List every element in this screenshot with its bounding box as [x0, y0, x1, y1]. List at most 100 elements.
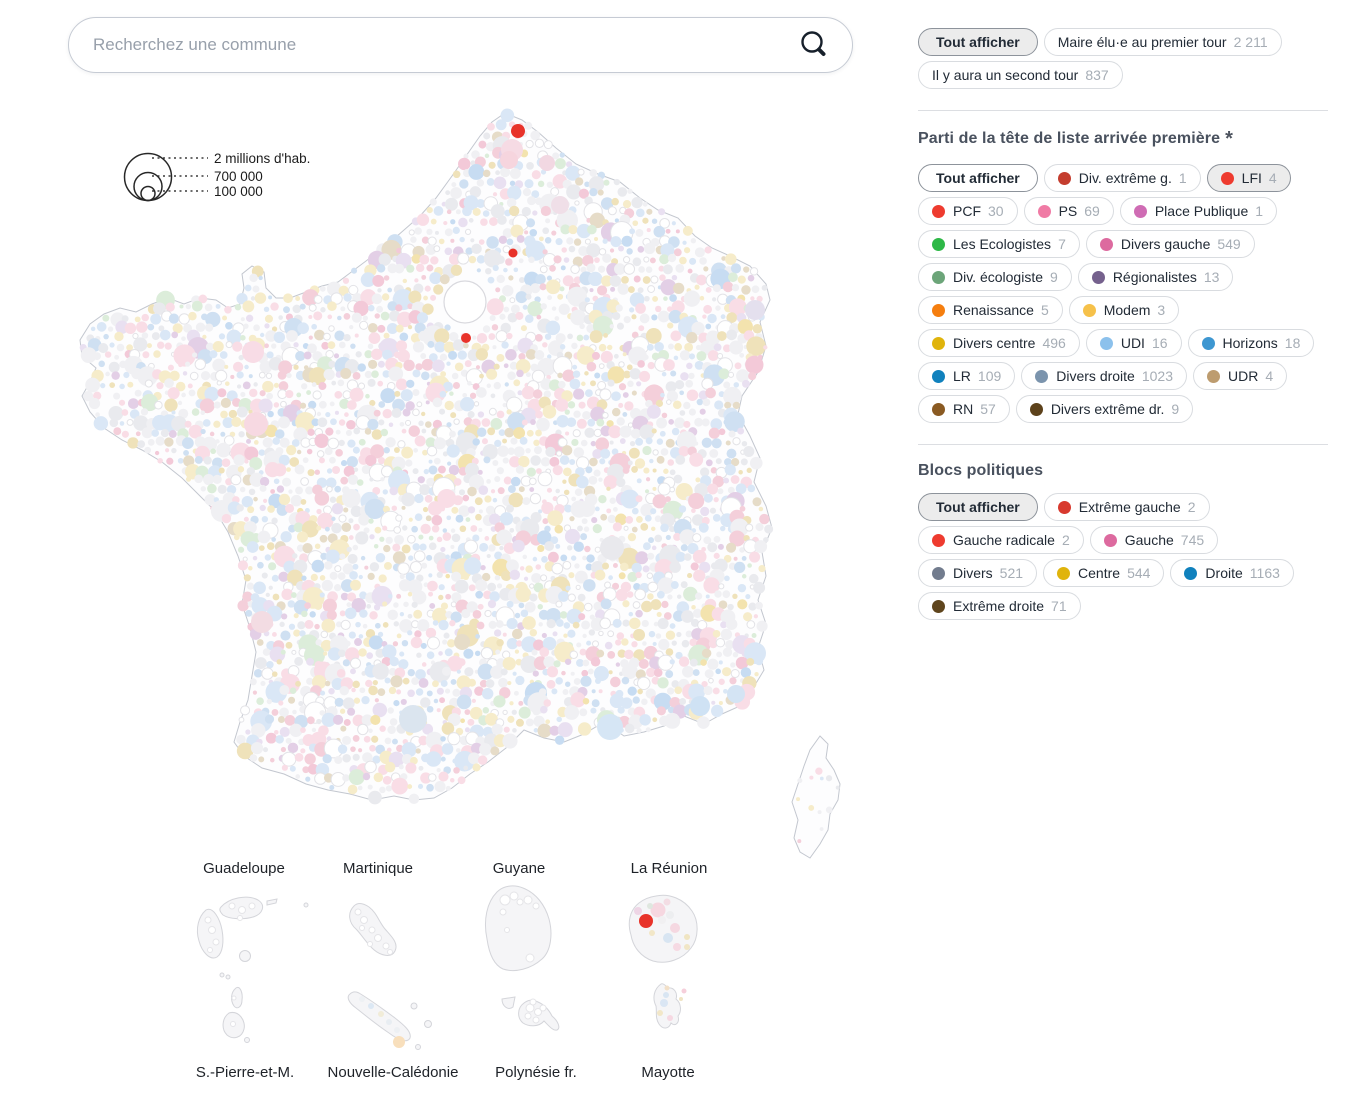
chip-divers-extreme-dr[interactable]: Divers extrême dr. 9: [1015, 395, 1194, 423]
chip-gauche[interactable]: Gauche 745: [1089, 526, 1219, 554]
place-publique-color-dot: [1133, 204, 1147, 218]
divers-color-dot: [932, 566, 945, 580]
paris-circle: [443, 280, 487, 324]
legend-label-small: 100 000: [214, 184, 263, 199]
chip-count: 544: [1127, 565, 1151, 581]
inset-st-pierre-et-miquelon[interactable]: [231, 986, 243, 1009]
chip-les-ecologistes[interactable]: Les Ecologistes 7: [918, 230, 1080, 258]
inset-label-martinique: Martinique: [342, 860, 414, 877]
chip-count: 13: [1203, 269, 1220, 285]
chip-tout-afficher-resultats[interactable]: Tout afficher: [918, 28, 1038, 56]
chip-label: Régionalistes: [1112, 269, 1197, 285]
highlighted-commune-dot[interactable]: [461, 333, 471, 343]
inset-guadeloupe[interactable]: [196, 908, 224, 959]
chip-label: Les Ecologistes: [953, 236, 1052, 252]
chip-count: 69: [1084, 203, 1100, 219]
gauche-color-dot: [1103, 533, 1117, 547]
search-button[interactable]: [796, 27, 832, 63]
blocs-filter-chips: Tout afficher Extrême gauche 2 Gauche radic…: [918, 493, 1328, 620]
chip-label: Divers: [953, 565, 993, 581]
chip-label: Extrême droite: [953, 598, 1045, 614]
chip-centre[interactable]: Centre 544: [1043, 559, 1165, 587]
chip-count: 549: [1217, 236, 1241, 252]
chip-modem[interactable]: Modem 3: [1068, 296, 1180, 324]
highlighted-commune-dot[interactable]: [508, 248, 518, 258]
inset-polynesie[interactable]: [501, 996, 516, 1009]
inset-label-st-pierre: S.-Pierre-et-M.: [195, 1064, 295, 1081]
les-ecologistes-color-dot: [932, 237, 945, 251]
chip-horizons[interactable]: Horizons 18: [1187, 329, 1315, 357]
chip-divers-droite[interactable]: Divers droite 1023: [1021, 362, 1188, 390]
france-communes-map[interactable]: 2 millions d'hab. 700 000 100 000: [0, 100, 900, 880]
extreme-droite-color-dot: [932, 599, 945, 613]
chip-label: Maire élu·e au premier tour: [1057, 34, 1227, 50]
chip-tout-afficher-blocs[interactable]: Tout afficher: [918, 493, 1038, 521]
chip-count: 57: [980, 401, 996, 417]
lr-color-dot: [932, 369, 945, 383]
chip-label: Extrême gauche: [1078, 499, 1181, 515]
legend-label-medium: 700 000: [214, 169, 263, 184]
inset-label-la-reunion: La Réunion: [630, 860, 708, 877]
chip-lr[interactable]: LR 109: [918, 362, 1016, 390]
chip-label: Divers centre: [953, 335, 1036, 351]
droite-color-dot: [1184, 566, 1198, 580]
chip-div-extreme-g[interactable]: Div. extrême g. 1: [1043, 164, 1201, 192]
commune-search-bar: [68, 17, 853, 73]
chip-udi[interactable]: UDI 16: [1085, 329, 1182, 357]
chip-label: PCF: [953, 203, 981, 219]
inset-label-guadeloupe: Guadeloupe: [203, 860, 285, 877]
search-input[interactable]: [91, 34, 796, 56]
chip-renaissance[interactable]: Renaissance 5: [918, 296, 1063, 324]
chip-regionalistes[interactable]: Régionalistes 13: [1077, 263, 1234, 291]
chip-second-tour[interactable]: Il y aura un second tour 837: [918, 61, 1123, 89]
chip-label: Div. extrême g.: [1078, 170, 1172, 186]
inset-guadeloupe[interactable]: [266, 898, 278, 906]
chip-label: LFI: [1241, 170, 1262, 186]
chip-divers-centre[interactable]: Divers centre 496: [918, 329, 1080, 357]
chip-count: 2: [1187, 499, 1196, 515]
chip-rn[interactable]: RN 57: [918, 395, 1010, 423]
centre-color-dot: [1057, 566, 1071, 580]
chip-div-ecologiste[interactable]: Div. écologiste 9: [918, 263, 1072, 291]
chip-place-publique[interactable]: Place Publique 1: [1119, 197, 1278, 225]
chip-ps[interactable]: PS 69: [1023, 197, 1114, 225]
chip-label: Renaissance: [953, 302, 1034, 318]
chip-label: Divers droite: [1056, 368, 1135, 384]
lfi-color-dot: [1220, 171, 1234, 185]
highlighted-commune-dot[interactable]: [639, 914, 653, 928]
chip-count: 30: [988, 203, 1004, 219]
chip-extreme-droite[interactable]: Extrême droite 71: [918, 592, 1081, 620]
legend-circle-small: [140, 185, 156, 202]
regionalistes-color-dot: [1091, 270, 1105, 284]
overseas-insets-map[interactable]: [170, 870, 750, 1080]
chip-count: 2 211: [1233, 34, 1268, 50]
chip-gauche-radicale[interactable]: Gauche radicale 2: [918, 526, 1084, 554]
chip-label: Horizons: [1222, 335, 1278, 351]
highlighted-commune-dot[interactable]: [511, 124, 525, 138]
chip-count: 18: [1284, 335, 1301, 351]
chip-count: 109: [977, 368, 1002, 384]
highlighted-communes-overseas[interactable]: [639, 914, 653, 928]
chip-label: Il y aura un second tour: [932, 67, 1079, 83]
legend-circle-large: [123, 152, 173, 202]
chip-lfi[interactable]: LFI 4: [1206, 164, 1291, 192]
renaissance-color-dot: [932, 303, 945, 317]
chip-divers-gauche[interactable]: Divers gauche 549: [1085, 230, 1255, 258]
horizons-color-dot: [1201, 336, 1215, 350]
chip-pcf[interactable]: PCF 30: [918, 197, 1018, 225]
udi-color-dot: [1099, 336, 1113, 350]
highlighted-communes[interactable]: [461, 124, 525, 343]
chip-extreme-gauche[interactable]: Extrême gauche 2: [1043, 493, 1210, 521]
chip-label: Divers gauche: [1120, 236, 1211, 252]
chip-droite[interactable]: Droite 1163: [1170, 559, 1294, 587]
chip-divers[interactable]: Divers 521: [918, 559, 1038, 587]
chip-tout-afficher-parti[interactable]: Tout afficher: [918, 164, 1038, 192]
commune-dots[interactable]: [79, 108, 840, 844]
chip-maire-premier-tour[interactable]: Maire élu·e au premier tour 2 211: [1043, 28, 1282, 56]
chip-count: 3: [1157, 302, 1166, 318]
chip-label: RN: [953, 401, 974, 417]
chip-udr[interactable]: UDR 4: [1193, 362, 1288, 390]
chip-count: 1: [1255, 203, 1264, 219]
inset-guyane[interactable]: [484, 885, 552, 972]
chip-label: Tout afficher: [936, 170, 1020, 186]
